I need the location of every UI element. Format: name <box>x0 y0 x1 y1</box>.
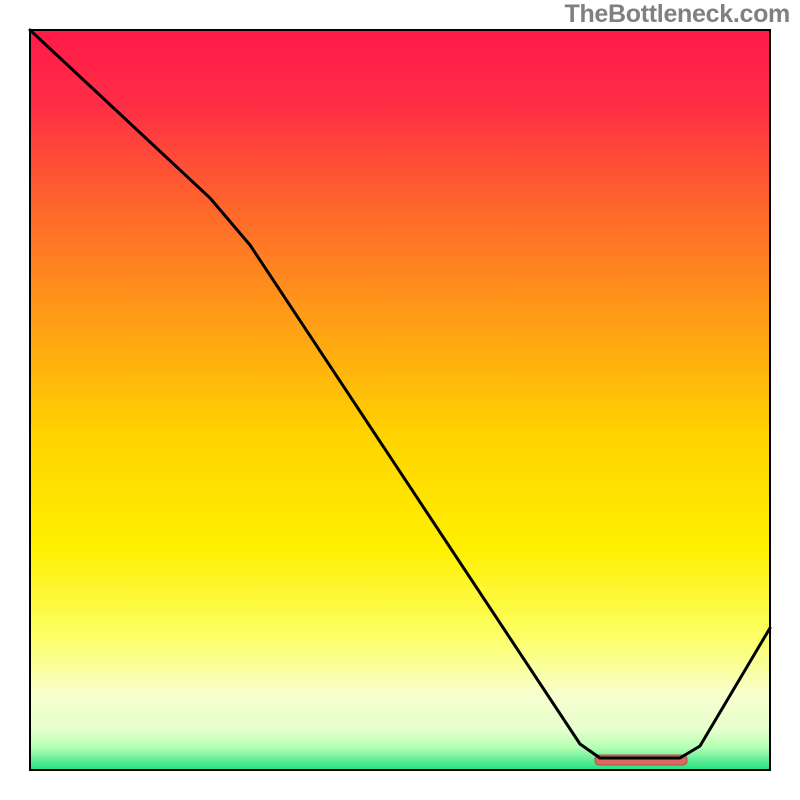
watermark-text: TheBottleneck.com <box>564 0 790 29</box>
chart-canvas: TheBottleneck.com <box>0 0 800 800</box>
chart-svg <box>0 0 800 800</box>
plot-background <box>30 30 770 770</box>
